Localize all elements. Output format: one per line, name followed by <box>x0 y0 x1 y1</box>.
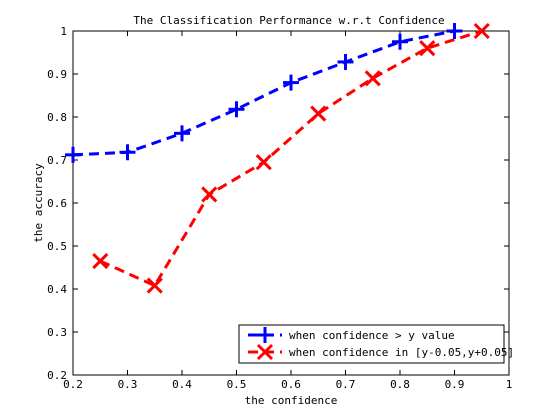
legend-entries <box>248 327 282 361</box>
series-line-2 <box>99 29 483 288</box>
point-series-2-3 <box>255 154 272 171</box>
y-tick-label-2: 0.4 <box>47 283 67 296</box>
point-series-2-4 <box>310 105 327 122</box>
legend: when confidence > y value when confidenc… <box>238 324 514 364</box>
point-series-1-3 <box>228 101 245 118</box>
y-axis-label: the accuracy <box>32 163 45 243</box>
x-tick-label-2: 0.4 <box>172 378 192 391</box>
y-tick-label-5: 0.7 <box>47 154 67 167</box>
plot-area: 0.2 0.3 0.4 0.5 0.6 0.7 0.8 0.9 1 0.2 0.3 0.4 0.5 0.6… <box>47 22 512 391</box>
point-series-2-7 <box>473 22 490 40</box>
y-tick-label-1: 0.3 <box>47 326 67 339</box>
x-tick-label-1: 0.3 <box>118 378 138 391</box>
y-tick-label-0: 0.2 <box>47 369 67 382</box>
point-series-1-6 <box>392 33 408 50</box>
ticks: 0.2 0.3 0.4 0.5 0.6 0.7 0.8 0.9 1 0.2 0.3 0.4 0.5 0.6… <box>47 25 512 391</box>
point-series-1-0 <box>65 146 81 163</box>
point-series-1-1 <box>119 144 136 161</box>
x-tick-label-8: 1 <box>506 378 513 391</box>
point-series-1-7 <box>446 23 463 39</box>
point-series-2-0 <box>92 252 109 270</box>
point-series-2-2 <box>201 186 218 203</box>
point-series-2-1 <box>146 277 163 294</box>
series-markers <box>65 22 490 294</box>
point-series-1-5 <box>337 53 354 70</box>
x-tick-label-5: 0.7 <box>336 378 356 391</box>
legend-marker-series-1 <box>257 327 273 343</box>
chart-title: The Classification Performance w.r.t Con… <box>133 14 444 27</box>
x-tick-label-7: 0.9 <box>445 378 465 391</box>
legend-label-series-2: when confidence in [y-0.05,y+0.05] <box>289 346 514 359</box>
x-tick-label-4: 0.6 <box>281 378 301 391</box>
legend-marker-series-2 <box>256 343 274 361</box>
point-series-2-5 <box>364 70 381 87</box>
x-tick-label-0: 0.2 <box>63 378 83 391</box>
y-tick-label-4: 0.6 <box>47 197 67 210</box>
series-lines <box>72 29 483 288</box>
x-axis-label: the confidence <box>245 394 338 407</box>
y-tick-label-7: 0.9 <box>47 68 67 81</box>
x-tick-label-6: 0.8 <box>390 378 410 391</box>
series-line-1 <box>72 29 455 157</box>
point-series-1-2 <box>174 125 190 142</box>
point-series-2-6 <box>419 40 436 57</box>
x-tick-label-3: 0.5 <box>227 378 247 391</box>
legend-box <box>238 324 505 364</box>
legend-label-series-1: when confidence > y value <box>289 329 455 342</box>
y-tick-label-3: 0.5 <box>47 240 67 253</box>
y-tick-label-6: 0.8 <box>47 111 67 124</box>
y-tick-label-8: 1 <box>60 25 67 38</box>
point-series-1-4 <box>283 74 299 91</box>
